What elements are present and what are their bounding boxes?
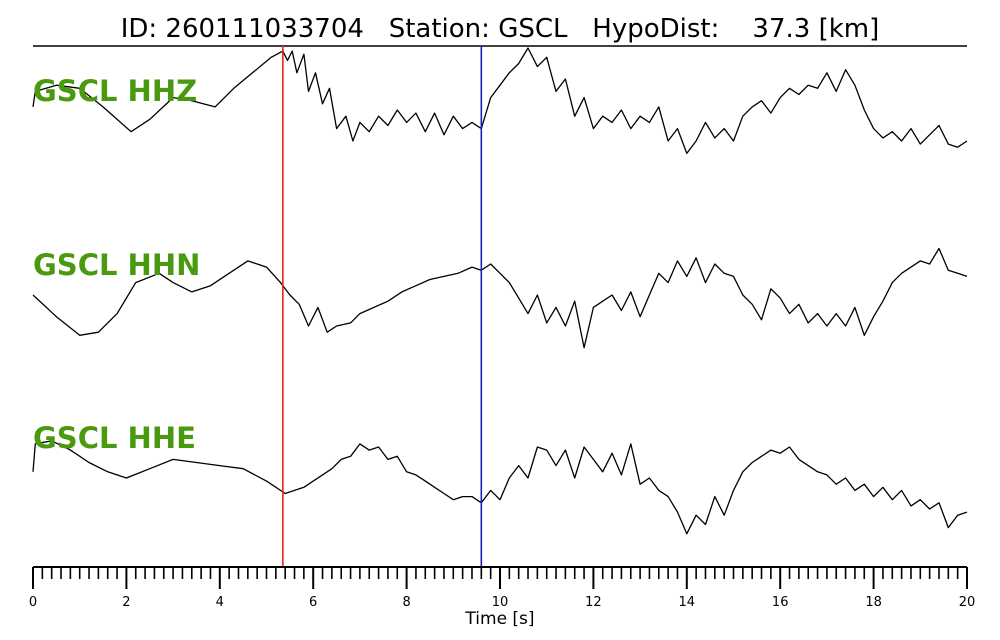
pick-markers (282, 46, 483, 567)
channel-labels: GSCL HHZ GSCL HHN GSCL HHE (33, 74, 200, 455)
x-tick-label: 16 (772, 595, 789, 610)
time-axis: 0 2 4 6 8 10 12 14 16 18 20 (29, 566, 976, 610)
x-tick-label: 10 (492, 595, 509, 610)
x-tick-label: 0 (29, 595, 37, 610)
x-tick-label: 18 (865, 595, 882, 610)
x-tick-label: 14 (679, 595, 696, 610)
trace-gscl-hhz (32, 47, 968, 155)
channel-label-gscl-hhn: GSCL HHN (33, 248, 200, 282)
x-axis-label: Time [s] (464, 609, 534, 629)
x-tick-label: 12 (585, 595, 602, 610)
traces-group (32, 47, 968, 535)
trace-gscl-hhe (32, 440, 968, 535)
channel-label-gscl-hhe: GSCL HHE (33, 421, 196, 455)
chart-title: ID: 260111033704 Station: GSCL HypoDist:… (121, 14, 880, 44)
x-tick-label: 20 (959, 595, 976, 610)
x-tick-label: 8 (402, 595, 410, 610)
trace-gscl-hhn (32, 247, 968, 349)
channel-label-gscl-hhz: GSCL HHZ (33, 74, 197, 108)
x-tick-label: 6 (309, 595, 317, 610)
x-tick-label: 4 (216, 595, 224, 610)
x-tick-label: 2 (122, 595, 130, 610)
